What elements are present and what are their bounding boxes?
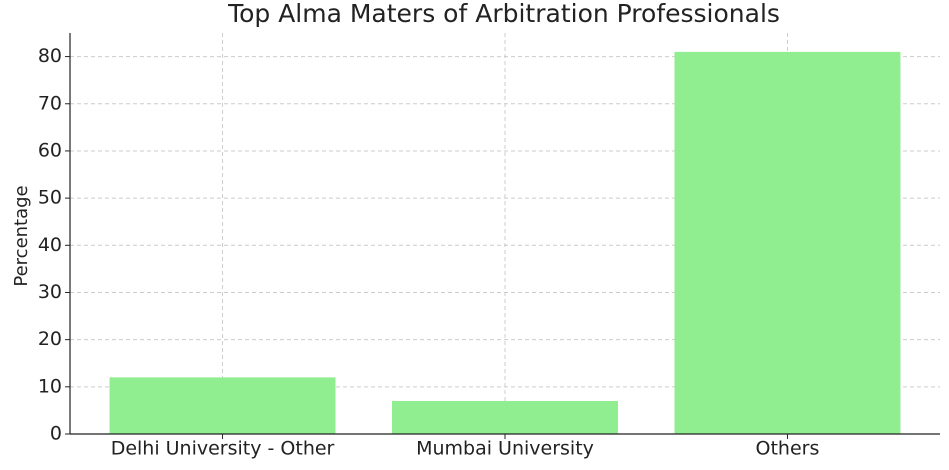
- y-tick-label: 40: [38, 234, 62, 256]
- bar: [109, 377, 336, 434]
- y-tick-label: 80: [38, 45, 62, 67]
- y-tick-label: 70: [38, 92, 62, 114]
- y-axis-label: Percentage: [11, 185, 32, 286]
- y-tick-label: 50: [38, 187, 62, 209]
- y-tick-label: 10: [38, 375, 62, 397]
- x-tick-label: Mumbai University: [416, 438, 594, 460]
- y-tick-label: 0: [50, 423, 62, 445]
- chart-title: Top Alma Maters of Arbitration Professio…: [227, 0, 780, 28]
- bar: [674, 51, 901, 435]
- y-tick-label: 20: [38, 328, 62, 350]
- x-tick-label: Others: [756, 438, 820, 460]
- y-tick-label: 60: [38, 139, 62, 161]
- x-tick-label: Delhi University - Other: [111, 438, 335, 460]
- bar: [392, 400, 618, 434]
- y-tick-label: 30: [38, 281, 62, 303]
